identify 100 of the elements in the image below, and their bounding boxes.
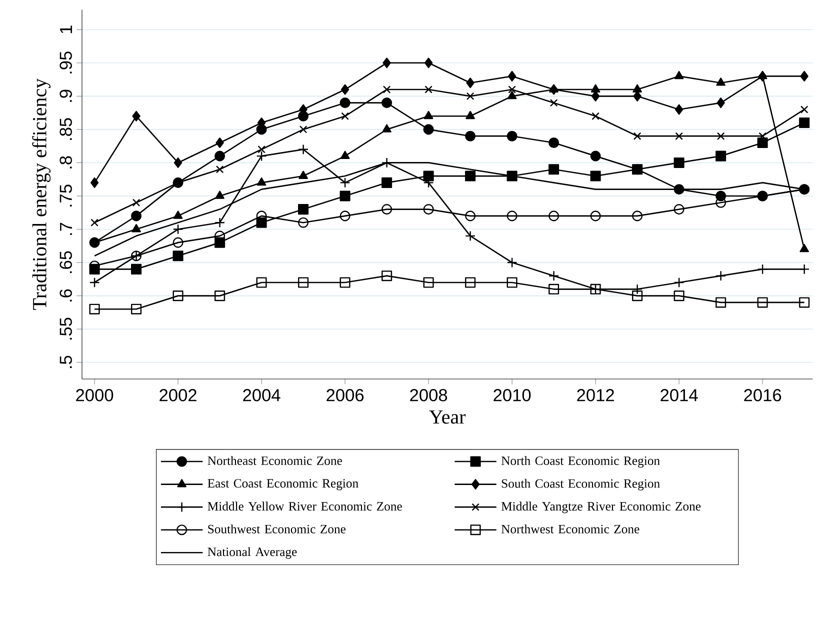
y-tick-label: .8 xyxy=(60,156,72,168)
point xyxy=(423,277,434,288)
point xyxy=(298,217,309,228)
y-tick-label: .65 xyxy=(60,251,72,273)
point xyxy=(716,150,726,162)
point xyxy=(423,170,434,182)
point xyxy=(674,70,684,80)
point xyxy=(757,297,768,308)
point xyxy=(550,84,558,95)
point xyxy=(466,92,474,100)
point xyxy=(214,150,226,162)
point xyxy=(299,126,308,134)
y-axis-title: Traditional energy efficiency xyxy=(32,78,51,310)
point xyxy=(341,112,349,120)
point xyxy=(590,210,601,222)
point xyxy=(716,98,725,108)
point xyxy=(633,132,642,140)
point xyxy=(298,277,309,288)
y-tick-label: .7 xyxy=(60,222,72,235)
point xyxy=(382,204,392,215)
point xyxy=(550,98,558,107)
point xyxy=(592,112,600,120)
point xyxy=(506,130,518,142)
point xyxy=(382,98,392,108)
point xyxy=(632,164,643,175)
point xyxy=(508,70,516,82)
point xyxy=(424,110,434,120)
point xyxy=(132,224,141,232)
point xyxy=(131,304,142,314)
point xyxy=(716,132,725,140)
y-tick-label: .95 xyxy=(60,52,72,74)
legend-label: Southwest Economic Zone xyxy=(208,524,346,534)
point xyxy=(548,164,560,175)
point xyxy=(382,58,391,68)
point xyxy=(799,297,810,308)
point xyxy=(800,244,809,252)
point xyxy=(716,297,726,308)
point xyxy=(256,277,267,288)
legend-label: Northwest Economic Zone xyxy=(501,524,640,534)
point xyxy=(424,86,432,94)
point xyxy=(506,277,518,288)
point xyxy=(214,290,226,302)
point xyxy=(716,78,726,86)
point xyxy=(216,137,224,148)
legend-label: National Average xyxy=(208,547,297,559)
point xyxy=(174,157,182,168)
point xyxy=(674,104,684,115)
x-tick-label: 2010 xyxy=(494,389,531,402)
point xyxy=(340,190,350,202)
x-tick-label: 2002 xyxy=(160,389,196,402)
point xyxy=(132,110,140,122)
point xyxy=(424,58,433,68)
point xyxy=(507,90,517,100)
y-tick-label: .6 xyxy=(60,289,72,302)
point xyxy=(465,210,476,222)
point xyxy=(674,157,684,168)
point xyxy=(506,210,518,222)
point xyxy=(90,218,98,227)
point xyxy=(590,170,601,182)
point xyxy=(465,170,476,182)
x-tick-label: 2012 xyxy=(577,389,614,402)
point xyxy=(340,150,350,159)
point xyxy=(258,146,266,154)
point xyxy=(298,170,308,179)
point xyxy=(340,277,350,288)
point xyxy=(132,198,140,207)
point xyxy=(131,210,142,222)
point xyxy=(590,84,600,92)
legend-label: Middle Yellow River Economic Zone xyxy=(208,502,402,511)
point xyxy=(382,124,392,132)
point xyxy=(382,86,391,94)
y-tick-label: 1 xyxy=(60,26,72,34)
point xyxy=(757,137,768,148)
point xyxy=(256,177,266,186)
point xyxy=(590,150,601,162)
point xyxy=(674,290,684,302)
point xyxy=(632,290,643,302)
x-axis-title: Year xyxy=(429,410,466,424)
x-tick-label: 2004 xyxy=(243,389,280,402)
y-tick-label: .9 xyxy=(60,90,72,102)
point xyxy=(465,277,476,288)
point xyxy=(172,290,184,302)
legend-label: Northeast Economic Zone xyxy=(208,456,342,466)
y-tick-label: .75 xyxy=(60,184,72,206)
point xyxy=(340,98,350,108)
point xyxy=(172,250,184,262)
point xyxy=(675,132,683,140)
point xyxy=(548,284,560,294)
point xyxy=(340,84,350,95)
x-tick-label: 2014 xyxy=(660,389,698,402)
point xyxy=(465,130,476,142)
legend-label: Middle Yangtze River Economic Zone xyxy=(501,502,701,514)
point xyxy=(131,264,142,274)
point xyxy=(423,204,434,215)
point xyxy=(216,165,224,174)
point xyxy=(800,106,808,114)
point xyxy=(799,118,810,128)
point xyxy=(466,110,475,120)
point xyxy=(298,204,309,215)
point xyxy=(172,237,184,248)
